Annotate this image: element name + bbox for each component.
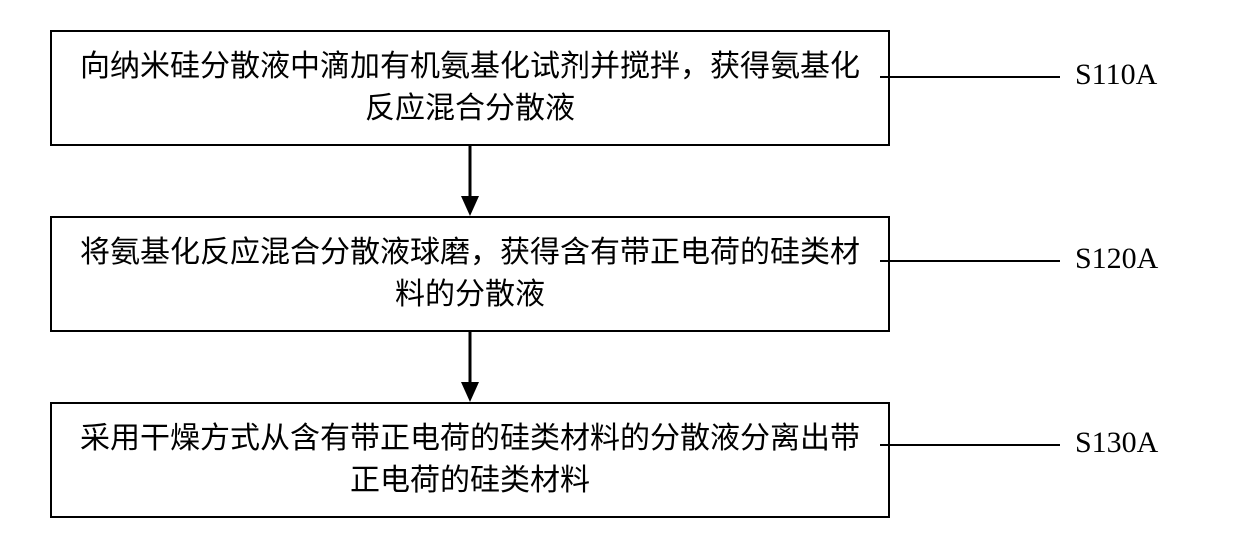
step-text-1: 向纳米硅分散液中滴加有机氨基化试剂并搅拌，获得氨基化反应混合分散液 (80, 50, 860, 125)
arrow-1 (40, 146, 900, 216)
step-label-3: S130A (1075, 426, 1158, 460)
connector-3 (880, 444, 1060, 446)
step-label-2: S120A (1075, 242, 1158, 276)
connector-2 (880, 260, 1060, 262)
step-text-3: 采用干燥方式从含有带正电荷的硅类材料的分散液分离出带正电荷的硅类材料 (80, 422, 860, 497)
step-box-1: 向纳米硅分散液中滴加有机氨基化试剂并搅拌，获得氨基化反应混合分散液 (50, 30, 890, 146)
step-text-2: 将氨基化反应混合分散液球磨，获得含有带正电荷的硅类材料的分散液 (80, 236, 860, 311)
arrow-2 (40, 332, 900, 402)
connector-1 (880, 76, 1060, 78)
step-label-1: S110A (1075, 58, 1157, 92)
step-box-3: 采用干燥方式从含有带正电荷的硅类材料的分散液分离出带正电荷的硅类材料 (50, 402, 890, 518)
flowchart-container: 向纳米硅分散液中滴加有机氨基化试剂并搅拌，获得氨基化反应混合分散液 将氨基化反应… (40, 30, 900, 518)
step-box-2: 将氨基化反应混合分散液球磨，获得含有带正电荷的硅类材料的分散液 (50, 216, 890, 332)
